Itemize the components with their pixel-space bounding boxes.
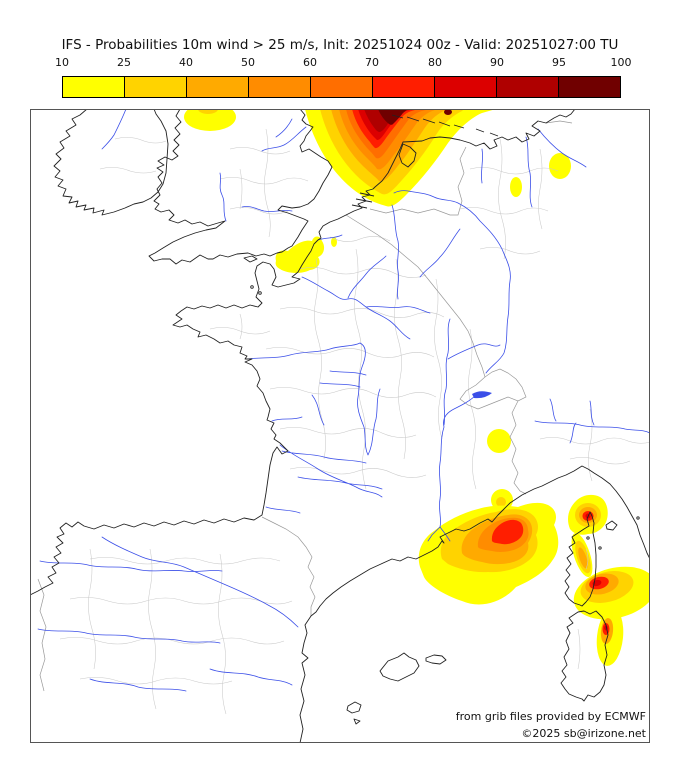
border-lines: [37, 120, 573, 692]
contour-corsica-west-40: [578, 547, 588, 569]
page-title: IFS - Probabilities 10m wind > 25 m/s, I…: [61, 37, 619, 53]
map-frame: [30, 109, 650, 743]
coastline-zeeland-islands: [351, 192, 375, 209]
island-dot-2: [598, 546, 602, 550]
channel-island-1: [250, 285, 254, 289]
coastline-ijsselmeer: [398, 143, 417, 168]
colorbar-segment: [373, 77, 435, 97]
colorbar-segment: [497, 77, 559, 97]
colorbar-ticks: 10 25 40 50 60 70 80 90 95 100: [0, 56, 680, 70]
coastline-wadden-islands: [391, 114, 499, 137]
lake-geneva: [472, 391, 492, 399]
tick-label: 50: [241, 56, 255, 69]
country-borders: [37, 120, 573, 692]
coastline-isle-of-wight: [243, 255, 258, 263]
admin-britain: [99, 128, 309, 238]
coastline-sardinia: [560, 610, 609, 702]
rivers-britain-ireland: [101, 109, 307, 222]
rivers: [37, 109, 650, 692]
rivers-france: [246, 234, 501, 542]
coastline-ireland: [53, 109, 169, 216]
rivers-rhine-meuse: [391, 128, 587, 374]
coastline-corsica: [564, 511, 597, 607]
rivers-italy: [534, 398, 650, 444]
tick-label: 60: [303, 56, 317, 69]
colorbar-segment: [435, 77, 497, 97]
tick-label: 90: [490, 56, 504, 69]
contour-germany-spot-2: [510, 177, 522, 197]
admin-france: [209, 236, 477, 490]
tick-label: 95: [552, 56, 566, 69]
coastline-balearics: [346, 652, 447, 725]
tick-label: 70: [365, 56, 379, 69]
rivers-spain: [37, 536, 299, 692]
coastline-continent-atlantic: [30, 109, 576, 596]
contour-jura-spot: [487, 429, 511, 453]
weather-map: from grib files provided by ECMWF ©2025 …: [30, 109, 650, 743]
contour-lion-70: [491, 519, 524, 545]
admin-boundaries: [59, 128, 650, 715]
colorbar-segment: [187, 77, 249, 97]
contour-north-sea-95-spot: [444, 109, 452, 115]
contour-germany-spot-1: [549, 153, 571, 179]
contour-north-sea-95: [378, 109, 408, 125]
attribution-copyright: ©2025 sb@irizone.net: [521, 727, 646, 740]
admin-germany: [459, 138, 559, 260]
tick-label: 40: [179, 56, 193, 69]
tick-label: 100: [610, 56, 632, 69]
colorbar-segment: [63, 77, 125, 97]
island-dot-1: [586, 536, 590, 540]
admin-spain: [59, 548, 293, 715]
coastlines: [30, 109, 650, 743]
colorbar: [62, 76, 621, 98]
tick-label: 25: [117, 56, 131, 69]
admin-italy: [539, 408, 650, 670]
contour-england-10: [184, 109, 236, 131]
coastline-elba: [605, 520, 618, 531]
tick-label: 10: [55, 56, 69, 69]
contour-channel-10: [275, 236, 325, 273]
map-panel: from grib files provided by ECMWF ©2025 …: [30, 109, 650, 743]
island-dot-3: [636, 516, 640, 520]
attribution-ecmwf: from grib files provided by ECMWF: [456, 710, 646, 723]
tick-label: 80: [428, 56, 442, 69]
colorbar-segment: [125, 77, 187, 97]
colorbar-segment: [311, 77, 373, 97]
colorbar-segment: [559, 77, 620, 97]
channel-island-2: [258, 291, 262, 295]
coastline-great-britain: [148, 109, 333, 265]
contour-england-25: [198, 109, 218, 114]
colorbar-segment: [249, 77, 311, 97]
contour-liguria-25: [496, 497, 506, 507]
coastline-mediterranean-italy: [299, 465, 650, 743]
